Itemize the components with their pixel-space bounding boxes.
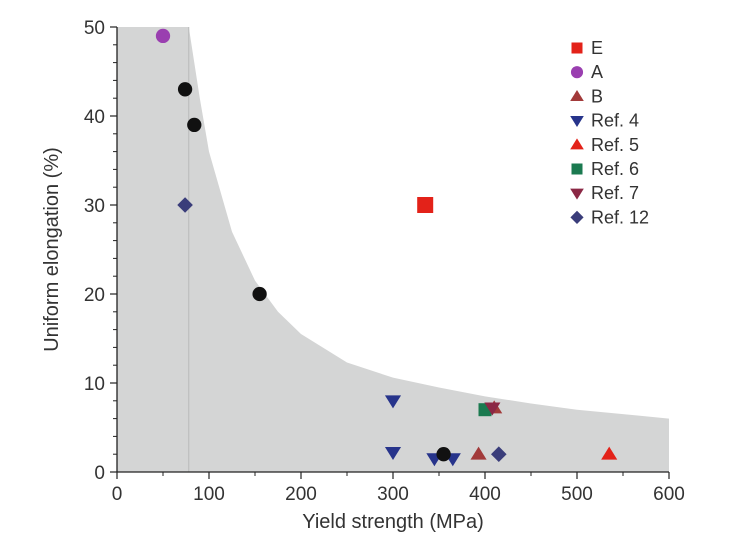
data-point — [417, 197, 434, 213]
y-tick-label: 30 — [84, 196, 105, 217]
legend-item: Ref. 12 — [570, 207, 649, 227]
legend-marker — [570, 115, 584, 127]
x-tick-label: 600 — [653, 484, 685, 505]
shaded-region — [117, 27, 669, 472]
x-axis-label: Yield strength (MPa) — [302, 511, 484, 533]
data-point — [177, 82, 193, 97]
plot-area — [117, 27, 669, 472]
legend-item: Ref. 6 — [571, 159, 639, 179]
legend-label: Ref. 6 — [591, 159, 639, 179]
series-a — [155, 28, 171, 44]
legend-item: Ref. 7 — [570, 183, 639, 203]
x-tick-label: 400 — [469, 484, 501, 505]
series-ref-7 — [484, 402, 501, 416]
y-tick-label: 10 — [84, 374, 105, 395]
data-point — [155, 28, 171, 44]
legend-label: Ref. 7 — [591, 183, 639, 203]
data-point — [384, 395, 402, 409]
axes: 0 100 200 300 400 500 600 0 10 20 30 40 50 — [84, 18, 685, 505]
legend-label: Ref. 4 — [591, 111, 639, 131]
series-unlabeled — [177, 82, 451, 462]
legend-marker — [570, 66, 584, 79]
series-ref-5 — [601, 446, 618, 460]
legend: EAB Ref. 4 Ref. 5 Ref. 6 Ref. 7 Ref. 12 — [570, 38, 649, 227]
data-point — [252, 286, 267, 302]
legend-marker — [571, 163, 583, 175]
data-point — [470, 446, 487, 460]
series-e — [417, 197, 434, 213]
legend-label: Ref. 12 — [591, 207, 649, 227]
legend-marker — [570, 210, 584, 224]
x-tick-label: 200 — [285, 484, 317, 505]
legend-item: Ref. 5 — [570, 135, 639, 155]
data-point — [177, 197, 193, 213]
data-point — [491, 446, 507, 462]
y-tick-label: 20 — [84, 285, 105, 306]
series-ref-12 — [177, 197, 507, 462]
data-point — [384, 446, 402, 460]
legend-label: A — [591, 62, 603, 82]
y-tick-label: 40 — [84, 107, 105, 128]
legend-label: B — [591, 86, 603, 106]
legend-marker — [571, 42, 583, 54]
data-point — [436, 447, 451, 462]
legend-marker — [570, 138, 584, 150]
legend-item: A — [570, 62, 603, 82]
legend-marker — [570, 188, 584, 200]
x-tick-label: 0 — [112, 484, 123, 505]
data-point — [601, 446, 618, 460]
y-axis-label: Uniform elongation (%) — [41, 147, 63, 352]
legend-item: B — [570, 86, 603, 106]
data-point — [187, 117, 202, 133]
legend-label: E — [591, 38, 603, 58]
x-tick-label: 300 — [377, 484, 409, 505]
legend-item: Ref. 4 — [570, 111, 639, 131]
data-point — [484, 402, 501, 416]
x-tick-label: 500 — [561, 484, 593, 505]
legend-item: E — [571, 38, 603, 58]
legend-marker — [570, 90, 584, 102]
x-tick-label: 100 — [193, 484, 225, 505]
y-tick-label: 0 — [94, 463, 105, 484]
y-tick-label: 50 — [84, 18, 105, 39]
legend-label: Ref. 5 — [591, 135, 639, 155]
